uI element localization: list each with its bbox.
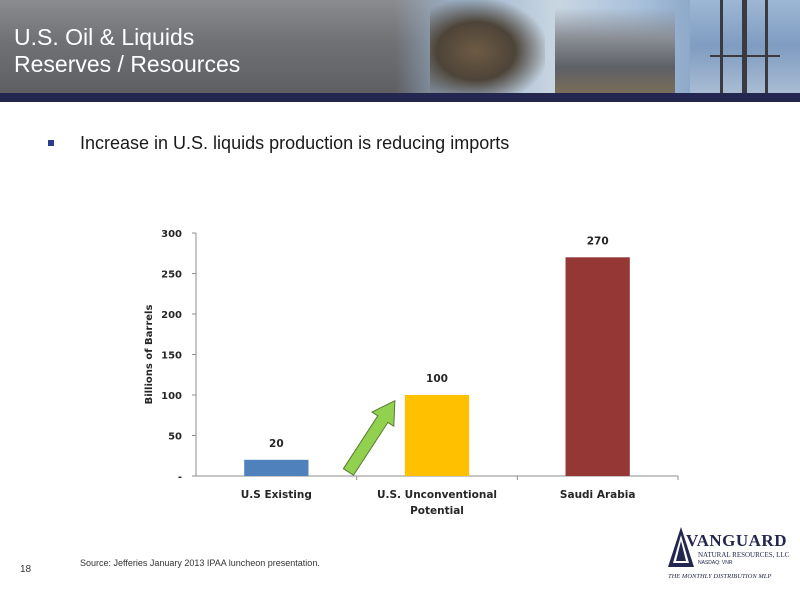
logo-tagline: THE MONTHLY DISTRIBUTION MLP [668,573,772,580]
header-banner: U.S. Oil & Liquids Reserves / Resources [0,0,800,93]
bar [404,395,470,476]
header-divider-band [0,93,800,102]
x-tick-label: Potential [410,505,464,517]
growth-arrow-icon [342,399,396,476]
y-tick-label: 100 [161,391,182,402]
y-tick-label: 300 [161,229,182,240]
y-tick-label: 150 [161,351,182,362]
logo-name: VANGUARD [686,531,787,550]
bar [565,257,630,476]
x-tick-label: U.S Existing [241,489,312,501]
vanguard-logo: VANGUARD NATURAL RESOURCES, LLC NASDAQ: … [668,525,790,585]
page-title: U.S. Oil & Liquids Reserves / Resources [14,24,240,78]
derrick-logo-icon [668,527,694,567]
x-tick-label: U.S. Unconventional [377,489,497,501]
y-tick-label: 250 [161,270,182,281]
drilling-rig-photo [690,0,800,93]
refinery-photo [555,8,675,93]
data-label: 100 [426,373,448,385]
bar [244,459,309,476]
data-label: 270 [587,235,609,247]
page-title-line2: Reserves / Resources [14,51,241,77]
y-axis-label: Billions of Barrels [144,305,155,405]
bullet-text: Increase in U.S. liquids production is r… [80,133,510,153]
y-tick-label: 200 [161,310,182,321]
oil-worker-photo [430,0,545,93]
page-number: 18 [20,564,32,575]
page-title-line1: U.S. Oil & Liquids [14,24,195,50]
logo-nasdaq: NASDAQ: VNR [698,560,733,566]
logo-subtitle: NATURAL RESOURCES, LLC [698,551,790,559]
x-tick-label: Saudi Arabia [560,489,635,501]
y-tick-label: - [178,472,182,483]
bullet-square-icon [48,140,54,146]
source-note: Source: Jefferies January 2013 IPAA lunc… [80,558,320,568]
data-label: 20 [269,438,284,450]
y-tick-label: 50 [168,432,182,443]
